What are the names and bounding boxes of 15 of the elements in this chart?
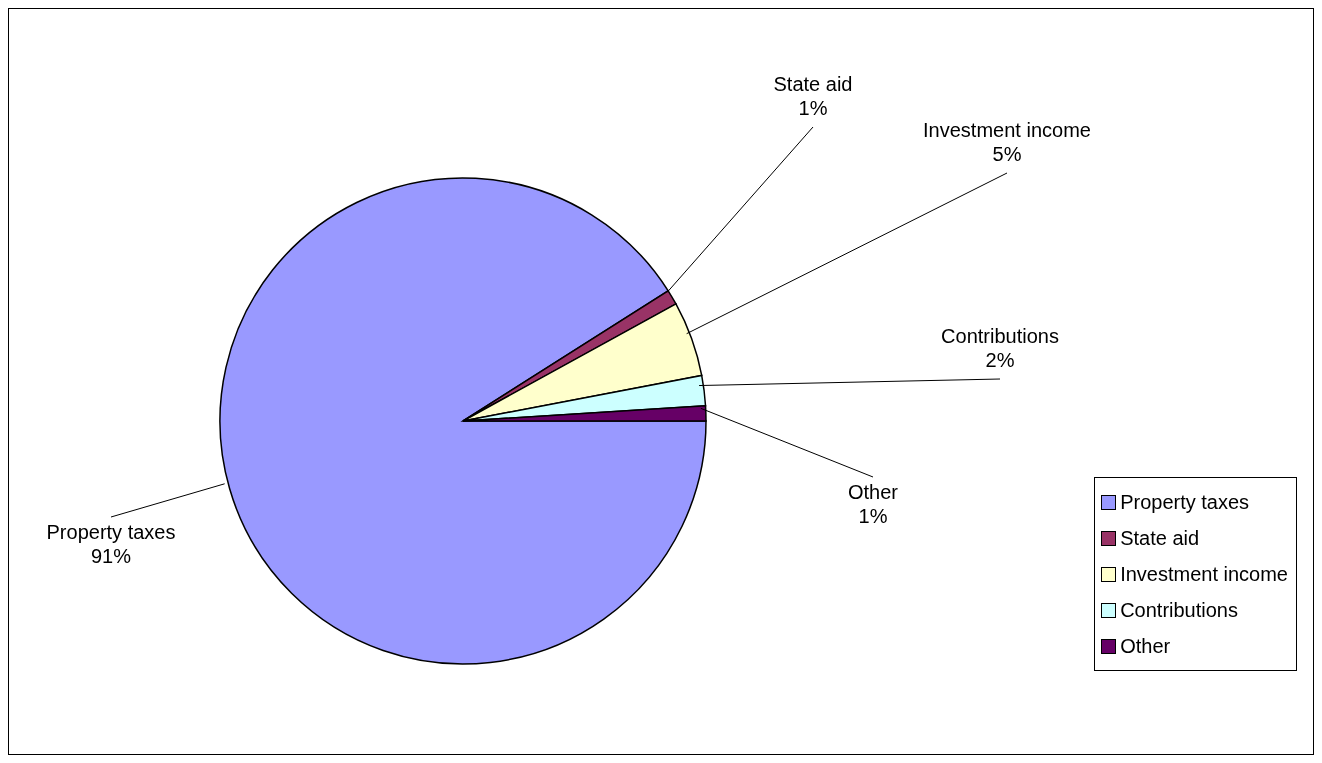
slice-label: Contributions — [941, 325, 1059, 347]
legend-label: Property taxes — [1120, 490, 1250, 514]
data-label: 5% — [992, 143, 1022, 165]
legend-label: Investment income — [1120, 562, 1288, 586]
data-label: 91% — [90, 545, 132, 567]
legend-label: Other — [1120, 634, 1171, 658]
slice-label: Other — [847, 481, 899, 503]
slice-label: Property taxes — [46, 521, 176, 543]
slice-label: Investment income — [923, 119, 1091, 141]
legend-label: State aid — [1120, 526, 1200, 550]
data-label: 2% — [985, 349, 1015, 371]
data-label: 1% — [858, 505, 888, 527]
data-label: 1% — [798, 97, 828, 119]
slice-label: State aid — [773, 73, 853, 95]
legend-label: Contributions — [1120, 598, 1238, 622]
